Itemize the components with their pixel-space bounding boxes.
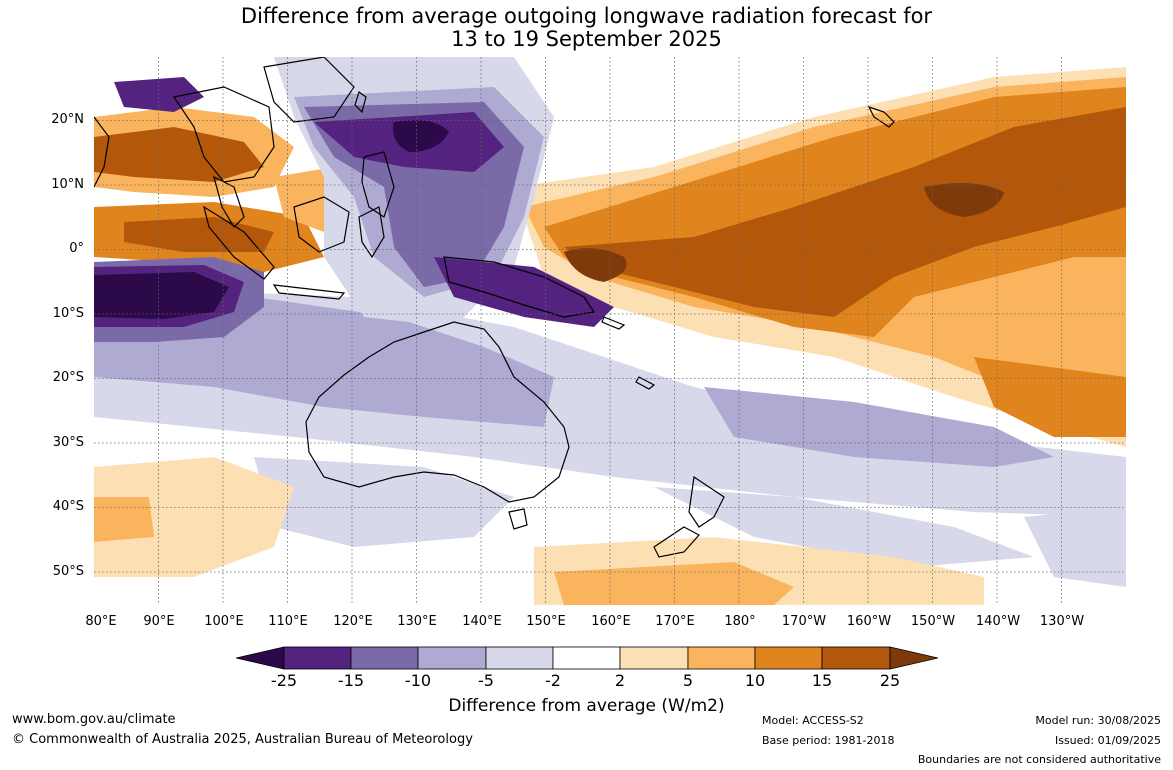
sumatra-coastline: [203, 205, 275, 280]
taiwan-coastline: [354, 91, 367, 114]
colorbar-segment-below-minus25: [236, 646, 285, 670]
anomaly-region-darkest-purple-sumatra: [94, 272, 229, 319]
anomaly-region-light-orange-south-indian: [94, 457, 294, 577]
new-guinea-coastline: [443, 256, 596, 318]
lon-label-140w: 140°W: [975, 614, 1021, 629]
lon-label-160e: 160°E: [591, 614, 631, 629]
lon-label-90e: 90°E: [143, 614, 175, 629]
graticule: [94, 57, 1126, 605]
anomaly-region-deep-purple-new-guinea: [434, 257, 614, 327]
new-caledonia-coastline: [635, 376, 656, 390]
lat-label-50s: 50°S: [52, 564, 84, 579]
lon-label-160w: 160°W: [846, 614, 892, 629]
colorbar-tick-minus2: -2: [545, 671, 561, 690]
anomaly-region-light-purple-southeast: [1024, 507, 1126, 587]
lon-label-80e: 80°E: [85, 614, 117, 629]
anomaly-region-orange-south-pacific: [554, 562, 794, 605]
colorbar-segment-above-25: [889, 646, 938, 670]
base-period: Base period: 1981-2018: [762, 734, 895, 747]
colorbar-segment-2-5: [619, 646, 689, 670]
anomaly-region-orange-south-indian: [94, 497, 154, 542]
anomaly-region-light-purple-sw: [254, 457, 514, 547]
philippines-coastline: [361, 151, 395, 218]
lat-label-10n: 10°N: [51, 177, 84, 192]
new-zealand-south-coastline: [653, 526, 700, 558]
model-run-date: Model run: 30/08/2025: [1035, 714, 1161, 727]
china-coastline: [263, 57, 355, 123]
lat-label-20s: 20°S: [52, 370, 84, 385]
borneo-coastline: [293, 196, 350, 253]
colorbar-tick-25: 25: [879, 671, 901, 690]
colorbar-segment-minus25-minus15: [283, 646, 352, 670]
lon-label-170e: 170°E: [655, 614, 695, 629]
colorbar-tick-minus10: -10: [404, 671, 432, 690]
colorbar-tick-minus5: -5: [478, 671, 494, 690]
india-coastline: [94, 116, 110, 188]
colorbar-segment-minus10-minus5: [417, 646, 487, 670]
lon-label-150w: 150°W: [910, 614, 956, 629]
lat-label-10s: 10°S: [52, 306, 84, 321]
tasmania-coastline: [508, 508, 528, 530]
anomaly-region-brown-bay-of-bengal: [94, 127, 264, 182]
lon-label-100e: 100°E: [204, 614, 244, 629]
anomaly-region-darkest-purple-philippines: [393, 119, 449, 152]
lat-label-equator: 0°: [69, 241, 84, 256]
website-link[interactable]: www.bom.gov.au/climate: [12, 712, 176, 727]
copyright-notice: © Commonwealth of Australia 2025, Austra…: [12, 732, 473, 747]
colorbar-tick-10: 10: [744, 671, 766, 690]
colorbar: [236, 646, 938, 670]
colorbar-label: Difference from average (W/m2): [448, 696, 725, 716]
lat-label-40s: 40°S: [52, 499, 84, 514]
map-title: Difference from average outgoing longwav…: [240, 4, 933, 28]
colorbar-segment-minus5-minus2: [485, 646, 554, 670]
lon-label-110e: 110°E: [268, 614, 308, 629]
issued-date: Issued: 01/09/2025: [1054, 734, 1161, 747]
lon-label-120e: 120°E: [333, 614, 373, 629]
lon-label-180: 180°: [724, 614, 756, 629]
colorbar-segment-10-15: [754, 646, 823, 670]
lat-label-20n: 20°N: [51, 112, 84, 127]
australia-coastline: [305, 321, 570, 503]
anomaly-region-darkbrown-hawaii: [924, 183, 1004, 217]
anomaly-region-brown-equatorial-indian: [124, 217, 274, 252]
sulawesi-coastline: [358, 206, 385, 259]
anomaly-shading: [94, 57, 1126, 605]
colorbar-segment-minus15-minus10: [350, 646, 419, 670]
anomaly-region-deep-purple-bay: [114, 77, 204, 112]
lon-label-130w: 130°W: [1039, 614, 1085, 629]
anomaly-region-brown-pacific: [564, 107, 1126, 317]
lat-label-30s: 30°S: [52, 435, 84, 450]
anomaly-region-light-purple-tasman: [654, 487, 1034, 567]
colorbar-tick-5: 5: [682, 671, 694, 690]
indochina-coastline: [173, 86, 275, 183]
new-zealand-north-coastline: [688, 475, 725, 528]
colorbar-tick-15: 15: [811, 671, 833, 690]
boundaries-disclaimer: Boundaries are not considered authoritat…: [917, 753, 1161, 766]
colorbar-tick-minus25: -25: [270, 671, 298, 690]
colorbar-segment-15-25: [821, 646, 891, 670]
colorbar-tick-minus15: -15: [337, 671, 365, 690]
lon-label-170w: 170°W: [781, 614, 827, 629]
solomon-islands-coastline: [601, 316, 626, 330]
colorbar-segment-5-10: [687, 646, 756, 670]
olr-anomaly-map: [94, 57, 1126, 605]
anomaly-region-purple-pacific-south: [704, 387, 1054, 467]
lon-label-130e: 130°E: [397, 614, 437, 629]
anomaly-region-orange-se-pacific: [974, 357, 1126, 437]
colorbar-segment-minus2-2: [552, 646, 621, 670]
colorbar-tick-2: 2: [614, 671, 626, 690]
java-coastline: [272, 284, 346, 300]
model-name: Model: ACCESS-S2: [762, 714, 864, 727]
lon-label-150e: 150°E: [526, 614, 566, 629]
lon-label-140e: 140°E: [462, 614, 502, 629]
map-subtitle: 13 to 19 September 2025: [451, 27, 722, 51]
anomaly-region-darkbrown-equator: [564, 248, 627, 282]
hawaii-coastline: [867, 105, 895, 128]
